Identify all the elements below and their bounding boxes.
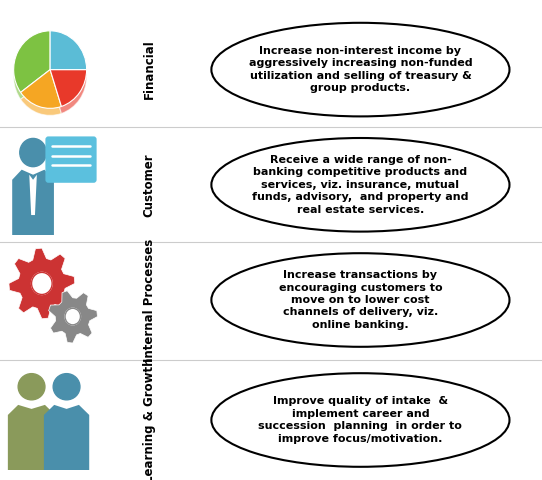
- Ellipse shape: [211, 138, 509, 232]
- Text: Financial: Financial: [143, 40, 156, 99]
- Text: Customer: Customer: [143, 153, 156, 216]
- Polygon shape: [49, 291, 98, 343]
- Polygon shape: [9, 248, 75, 319]
- Circle shape: [53, 373, 80, 400]
- Ellipse shape: [211, 373, 509, 467]
- Polygon shape: [29, 175, 37, 215]
- Wedge shape: [50, 31, 87, 70]
- Text: Receive a wide range of non-
banking competitive products and
services, viz. ins: Receive a wide range of non- banking com…: [252, 155, 469, 215]
- Text: Internal Processes: Internal Processes: [143, 239, 156, 361]
- Wedge shape: [14, 31, 50, 92]
- Polygon shape: [8, 405, 55, 470]
- Wedge shape: [50, 77, 87, 113]
- Wedge shape: [50, 70, 87, 107]
- Wedge shape: [21, 70, 61, 108]
- Circle shape: [31, 273, 52, 294]
- Polygon shape: [12, 170, 54, 235]
- Ellipse shape: [211, 253, 509, 347]
- Circle shape: [18, 373, 45, 400]
- Wedge shape: [21, 77, 61, 115]
- Wedge shape: [50, 38, 87, 77]
- Circle shape: [65, 308, 80, 325]
- Polygon shape: [48, 173, 56, 180]
- Text: Learning & Growth: Learning & Growth: [143, 357, 156, 480]
- Wedge shape: [14, 38, 50, 99]
- FancyBboxPatch shape: [46, 136, 96, 183]
- Polygon shape: [44, 405, 89, 470]
- Text: Increase transactions by
encouraging customers to
move on to lower cost
channels: Increase transactions by encouraging cus…: [279, 270, 442, 330]
- Circle shape: [20, 138, 47, 167]
- Text: Increase non-interest income by
aggressively increasing non-funded
utilization a: Increase non-interest income by aggressi…: [249, 46, 472, 93]
- Text: Improve quality of intake  &
implement career and
succession  planning  in order: Improve quality of intake & implement ca…: [259, 396, 462, 444]
- Ellipse shape: [211, 23, 509, 117]
